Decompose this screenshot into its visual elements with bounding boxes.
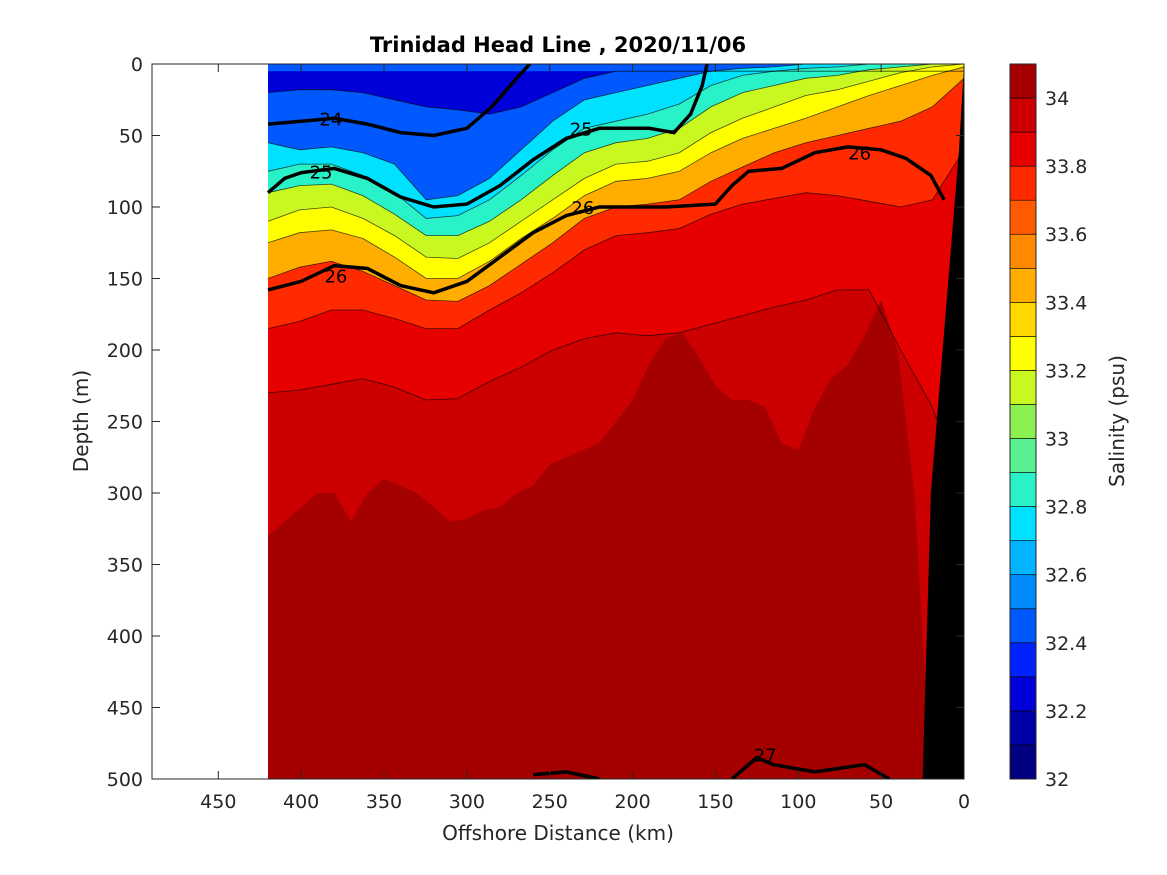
colorbar-tick-label: 32.2 — [1045, 701, 1087, 723]
y-tick-label: 350 — [107, 555, 143, 577]
chart-title: Trinidad Head Line , 2020/11/06 — [370, 33, 746, 57]
colorbar-swatch — [1009, 97, 1037, 133]
colorbar-tick-label: 32.8 — [1045, 497, 1087, 519]
thin-contour-line — [267, 64, 964, 201]
density-contours — [266, 64, 964, 779]
colorbar-swatch — [1009, 302, 1037, 337]
colorbar-tick-label: 33.2 — [1045, 360, 1087, 382]
x-tick-label: 350 — [366, 791, 402, 813]
colorbar-tick-label: 32 — [1045, 769, 1069, 791]
x-axis: 450 400 350 300 250 200 150 100 50 0 — [200, 64, 970, 813]
salinity-fill — [268, 64, 964, 779]
x-tick-label: 250 — [532, 791, 568, 813]
thin-contour-line — [267, 66, 964, 279]
contour-label: 26 — [571, 198, 594, 219]
contour-label: 26 — [848, 144, 871, 165]
salinity-band — [268, 71, 964, 115]
bathymetry-shape — [922, 64, 964, 779]
colorbar-swatch — [1009, 574, 1037, 610]
colorbar: 32 32.2 32.4 32.6 32.8 33 33.2 33.4 33.6 33.8 34 — [1009, 63, 1087, 791]
contour-labels: 24 25 25 26 26 26 27 — [310, 109, 871, 767]
colorbar-swatch — [1009, 438, 1037, 473]
colorbar-tick-label: 33.4 — [1045, 292, 1087, 314]
y-tick-label: 200 — [107, 340, 143, 362]
salinity-deep-region — [268, 300, 931, 779]
x-tick-label: 50 — [869, 791, 893, 813]
plot-area: 24 25 25 26 26 26 27 — [152, 64, 964, 779]
colorbar-swatch — [1009, 642, 1037, 678]
contour-label: 25 — [570, 119, 593, 140]
colorbar-tick-label: 34 — [1045, 88, 1069, 110]
colorbar-swatch — [1009, 608, 1037, 644]
x-tick-label: 450 — [200, 791, 236, 813]
colorbar-swatch — [1009, 199, 1037, 235]
colorbar-swatch — [1009, 710, 1037, 746]
colorbar-swatch — [1009, 472, 1037, 507]
density-contour-24 — [267, 64, 532, 138]
y-tick-label: 250 — [107, 412, 143, 434]
colorbar-tick-label: 33 — [1045, 429, 1069, 451]
bathymetry — [922, 64, 964, 779]
colorbar-label: Salinity (psu) — [1105, 355, 1129, 487]
thin-contour-line — [267, 289, 964, 494]
colorbar-swatch — [1009, 63, 1037, 99]
colorbar-tick-label: 32.6 — [1045, 565, 1087, 587]
colorbar-tick-label: 32.4 — [1045, 633, 1087, 655]
colorbar-swatch — [1009, 233, 1037, 269]
colorbar-tick-label: 33.6 — [1045, 224, 1087, 246]
colorbar-swatch — [1009, 676, 1037, 712]
y-tick-label: 100 — [107, 197, 143, 219]
colorbar-swatch — [1009, 540, 1037, 576]
density-contour-27 — [532, 770, 600, 779]
thin-contour-line — [267, 64, 964, 236]
x-tick-label: 100 — [780, 791, 816, 813]
y-axis-label: Depth (m) — [69, 370, 93, 472]
x-tick-label: 300 — [449, 791, 485, 813]
colorbar-swatch — [1009, 267, 1037, 303]
thin-contour-line — [267, 149, 964, 329]
y-tick-label: 400 — [107, 626, 143, 648]
contour-label: 24 — [320, 109, 343, 130]
colorbar-frame — [1009, 63, 1037, 780]
y-tick-label: 500 — [107, 769, 143, 791]
y-tick-label: 150 — [107, 269, 143, 291]
salinity-deep-region — [268, 671, 923, 779]
x-tick-label: 150 — [697, 791, 733, 813]
colorbar-swatch — [1009, 165, 1037, 201]
y-tick-label: 0 — [131, 54, 143, 76]
y-tick-label: 300 — [107, 483, 143, 505]
colorbar-swatch — [1009, 370, 1037, 405]
x-tick-label: 0 — [958, 791, 970, 813]
y-tick-label: 50 — [119, 126, 143, 148]
colorbar-swatch — [1009, 131, 1037, 167]
density-contour-27 — [730, 755, 891, 779]
x-tick-label: 400 — [283, 791, 319, 813]
x-tick-label: 200 — [614, 791, 650, 813]
contour-label: 25 — [310, 162, 333, 183]
y-axis: 0 50 100 150 200 250 300 350 400 450 500 — [107, 54, 964, 791]
colorbar-swatch — [1009, 336, 1037, 371]
colorbar-swatch — [1009, 744, 1037, 780]
colorbar-swatch — [1009, 506, 1037, 541]
x-axis-label: Offshore Distance (km) — [442, 821, 674, 845]
thin-contour-line — [267, 64, 964, 259]
contour-label: 27 — [754, 746, 777, 767]
thin-contour-line — [267, 70, 964, 115]
y-tick-label: 450 — [107, 698, 143, 720]
colorbar-swatch — [1009, 404, 1037, 439]
colorbar-tick-label: 33.8 — [1045, 156, 1087, 178]
density-contour-25 — [266, 64, 709, 209]
density-contour-26 — [267, 145, 946, 295]
contour-label: 26 — [324, 267, 347, 288]
